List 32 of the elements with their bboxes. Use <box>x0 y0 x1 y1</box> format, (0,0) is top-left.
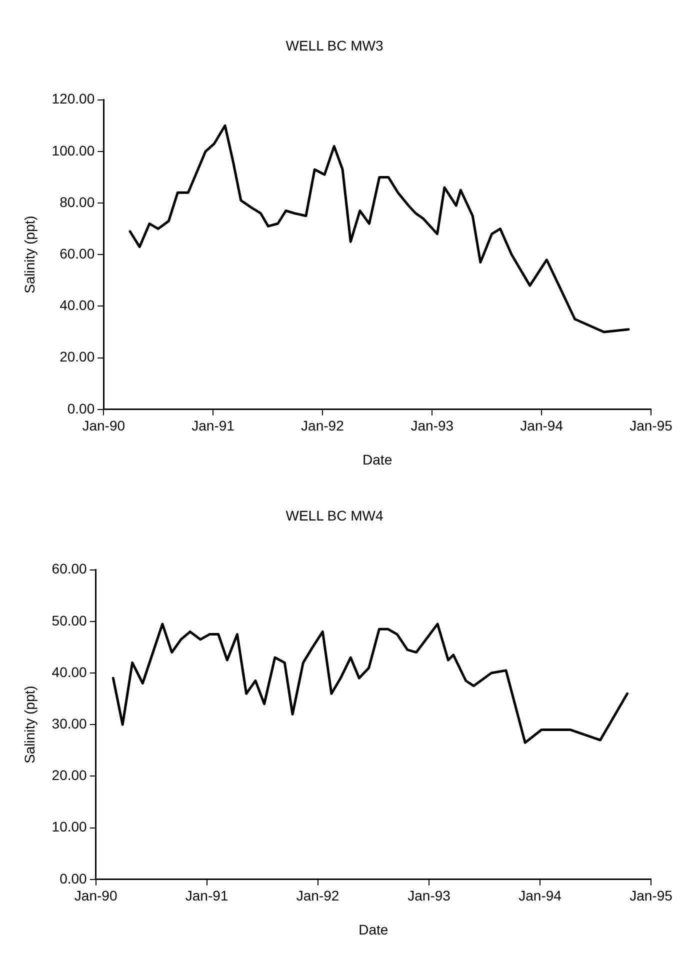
x-tick-label: Jan-95 <box>630 888 673 904</box>
x-tick-label: Jan-93 <box>410 418 454 434</box>
y-axis-title: Salinity (ppt) <box>21 216 38 294</box>
y-tick-label: 100.00 <box>52 142 95 158</box>
x-tick-label: Jan-90 <box>74 888 118 904</box>
x-tick-label: Jan-92 <box>296 888 340 904</box>
y-tick-label: 10.00 <box>52 818 88 835</box>
y-tick-label: 0.00 <box>67 400 95 416</box>
x-axis-title: Date <box>362 451 392 468</box>
chart-title: WELL BC MW4 <box>286 507 384 524</box>
y-tick-label: 50.00 <box>52 612 88 628</box>
chart-title: WELL BC MW3 <box>286 37 384 54</box>
x-tick-label: Jan-94 <box>518 888 562 904</box>
x-axis-title: Date <box>358 921 388 938</box>
y-tick-label: 120.00 <box>52 90 95 107</box>
y-tick-label: 40.00 <box>52 664 88 680</box>
y-tick-label: 80.00 <box>60 194 95 210</box>
y-tick-label: 60.00 <box>60 245 95 262</box>
y-tick-label: 20.00 <box>52 767 88 784</box>
y-tick-label: 20.00 <box>60 348 95 365</box>
x-tick-label: Jan-92 <box>301 418 344 434</box>
y-tick-label: 60.00 <box>52 560 88 577</box>
y-tick-label: 30.00 <box>52 715 88 732</box>
x-tick-label: Jan-93 <box>408 888 451 904</box>
x-tick-label: Jan-95 <box>630 418 673 434</box>
y-axis-title: Salinity (ppt) <box>21 686 38 764</box>
y-tick-label: 40.00 <box>60 297 95 314</box>
x-tick-label: Jan-94 <box>520 418 564 434</box>
y-tick-label: 0.00 <box>60 870 88 886</box>
x-tick-label: Jan-90 <box>82 418 126 434</box>
x-tick-label: Jan-91 <box>192 418 235 434</box>
x-tick-label: Jan-91 <box>185 888 228 904</box>
